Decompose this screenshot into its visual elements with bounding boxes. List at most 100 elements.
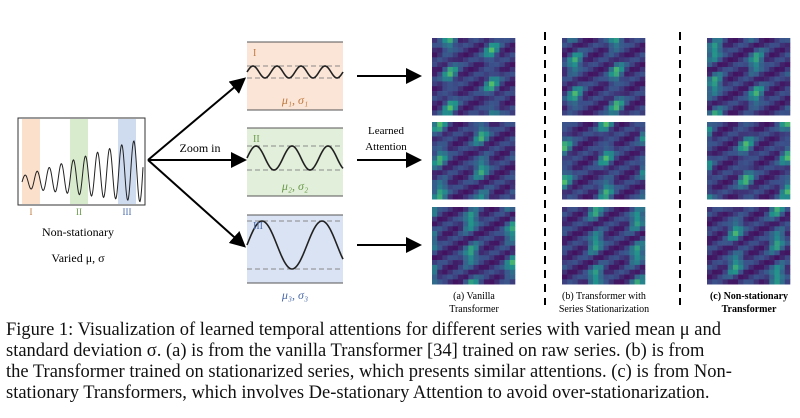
heatmap-cell [727, 175, 734, 181]
zoom-signal [246, 220, 344, 270]
heatmap-cell [483, 126, 490, 132]
heatmap-cell [727, 231, 734, 237]
heatmap-cell [727, 165, 734, 171]
heatmap-cell [593, 216, 599, 222]
heatmap-cell [743, 91, 749, 97]
heatmap-cell [577, 141, 584, 147]
heatmap-cell [577, 170, 584, 176]
heatmap-cell [717, 216, 723, 222]
heatmap-cell [509, 91, 516, 97]
heatmap-cell [442, 76, 448, 82]
heatmap-cell [758, 189, 765, 195]
heatmap-cell [753, 150, 760, 157]
heatmap-cell [598, 47, 604, 53]
heatmap-cell [732, 110, 739, 116]
heatmap-cell [629, 250, 635, 256]
heatmap-cell [598, 165, 604, 171]
heatmap-cell [457, 207, 464, 213]
panel-roman: I [253, 48, 256, 59]
heatmap-cell [598, 110, 604, 116]
heatmap-cell [629, 105, 635, 111]
heatmap-cell [442, 231, 448, 237]
heatmap-cell [758, 105, 765, 111]
heatmap-cell [598, 122, 604, 128]
heatmap-cell [452, 221, 459, 227]
heatmap-cell [509, 231, 516, 237]
heatmap-cell [577, 207, 584, 213]
heatmap-cell [509, 279, 516, 285]
heatmap-cell [572, 160, 578, 166]
heatmap-cell [499, 131, 505, 137]
heatmap-cell [619, 71, 625, 77]
heatmap-cell [748, 141, 754, 147]
heatmap-cell [593, 105, 599, 111]
heatmap-cell [629, 76, 635, 82]
heatmap-cell [489, 122, 495, 128]
heatmap-cell [452, 122, 459, 128]
heatmap-cell [593, 269, 599, 275]
heatmap-cell [468, 155, 474, 161]
heatmap-cell [639, 160, 646, 166]
heatmap-cell [634, 136, 641, 142]
heatmap-cell [613, 66, 620, 73]
heatmap-cell [712, 245, 718, 251]
heatmap-cell [758, 146, 765, 152]
heatmap-cell [753, 155, 760, 161]
heatmap-cell [707, 160, 713, 166]
heatmap-cell [478, 47, 485, 53]
heatmap-cell [613, 81, 620, 87]
heatmap-cell [587, 110, 594, 116]
heatmap-cell [779, 47, 786, 53]
heatmap-cell [743, 194, 749, 200]
heatmap-cell [463, 95, 469, 102]
heatmap-cell [567, 86, 573, 92]
heatmap-cell [489, 194, 495, 200]
heatmap-cell [603, 216, 609, 222]
heatmap-cell [468, 226, 474, 232]
heatmap-cell [779, 95, 786, 102]
heatmap-cell [463, 150, 469, 157]
heatmap-cell [639, 274, 646, 280]
heatmap-cell [743, 131, 749, 137]
heatmap-cell [468, 165, 474, 171]
heatmap-cell [624, 100, 630, 106]
heatmap-cell [499, 245, 505, 251]
heatmap-cell [784, 189, 791, 195]
heatmap-cell [758, 62, 765, 68]
heatmap-cell [707, 231, 713, 237]
heatmap-cell [784, 165, 791, 171]
heatmap-cell [738, 86, 744, 92]
heatmap-cell [784, 274, 791, 280]
heatmap-cell [499, 184, 505, 190]
heatmap-cell [753, 126, 760, 132]
heatmap-cell [753, 165, 760, 171]
heatmap-cell [577, 91, 584, 97]
heatmap-cell [624, 105, 630, 111]
heatmap-cell [619, 160, 625, 166]
heatmap-cell [769, 150, 775, 157]
heatmap-cell [473, 274, 479, 280]
heatmap-cell [629, 136, 635, 142]
heatmap-cell [577, 150, 584, 157]
heatmap-cell [494, 146, 500, 152]
heatmap-cell [598, 76, 604, 82]
heatmap-cell [577, 76, 584, 82]
heatmap-cell [639, 170, 646, 176]
heatmap-cell [779, 66, 786, 73]
heatmap-cell [764, 165, 770, 171]
heatmap-cell [753, 240, 760, 246]
heatmap-cell [437, 100, 443, 106]
heatmap-cell [613, 86, 620, 92]
heatmap-cell [732, 207, 739, 213]
heatmap-cell [483, 38, 490, 44]
heatmap-cell [587, 170, 594, 176]
heatmap-cell [774, 231, 780, 237]
heatmap-cell [732, 189, 739, 195]
heatmap-cell [603, 245, 609, 251]
heatmap-cell [608, 165, 615, 171]
heatmap-cell [624, 95, 630, 102]
heatmap-cell [562, 245, 568, 251]
heatmap-cell [432, 136, 438, 142]
heatmap-cell [478, 250, 485, 256]
heatmap-cell [457, 95, 464, 102]
